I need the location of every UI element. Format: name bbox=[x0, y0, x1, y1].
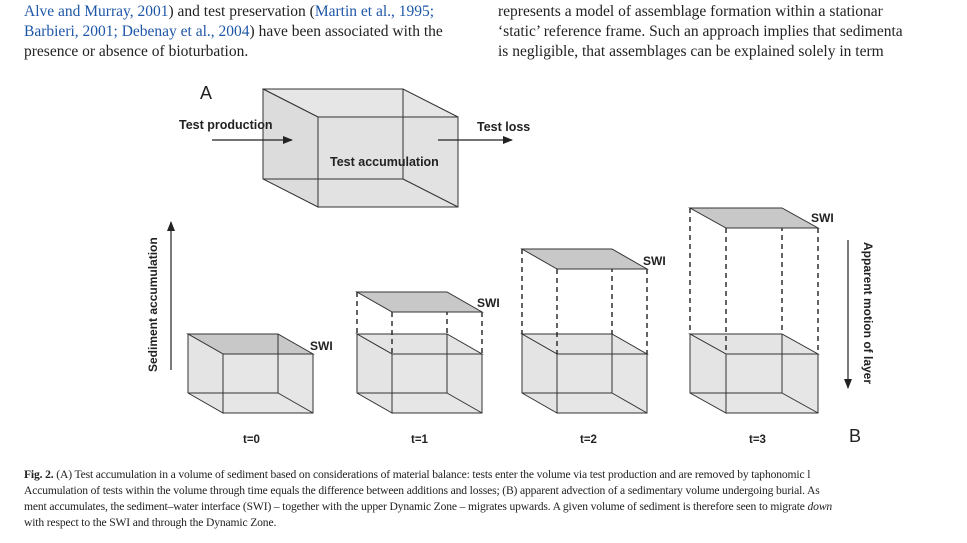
citation-link-alve-murray[interactable]: Alve and Murray, 2001 bbox=[24, 3, 169, 20]
panel-b-label: B bbox=[849, 426, 861, 446]
figure-2: A Test production Test accumulation Test… bbox=[146, 83, 875, 446]
caption-line-3-text: ment accumulates, the sediment–water int… bbox=[24, 500, 808, 513]
caption-line-3: ment accumulates, the sediment–water int… bbox=[24, 499, 832, 515]
time-label-t0: t=0 bbox=[243, 434, 260, 446]
left-col-line-1-mid: ) and test preservation ( bbox=[168, 3, 315, 20]
panel-a-label: A bbox=[200, 83, 212, 103]
citation-link-martin[interactable]: Martin et al., 1995; bbox=[314, 3, 435, 20]
citation-link-barbieri-debenay[interactable]: Barbieri, 2001; Debenay et al., 2004 bbox=[24, 23, 250, 40]
caption-line-3-emphasis: down bbox=[807, 500, 833, 513]
caption-fig-label: Fig. 2. bbox=[24, 468, 54, 481]
box-t0 bbox=[186, 333, 315, 414]
left-col-line-2: Barbieri, 2001; Debenay et al., 2004) ha… bbox=[24, 22, 443, 42]
right-col-line-2: ‘static’ reference frame. Such an approa… bbox=[498, 23, 903, 40]
right-col-line-3: is negligible, that assemblages can be e… bbox=[498, 43, 884, 60]
left-col-line-1: Alve and Murray, 2001) and test preserva… bbox=[24, 2, 434, 22]
time-label-t2: t=2 bbox=[580, 434, 597, 446]
left-col-line-2-post: ) have been associated with the bbox=[249, 23, 443, 40]
test-accumulation-label: Test accumulation bbox=[330, 155, 439, 169]
box-t3 bbox=[688, 207, 820, 414]
swi-label-t3: SWI bbox=[811, 211, 834, 225]
panel-a-box bbox=[262, 88, 459, 208]
apparent-motion-label: Apparent motion of layer bbox=[861, 242, 875, 384]
test-production-label: Test production bbox=[179, 118, 273, 132]
swi-label-t1: SWI bbox=[477, 296, 500, 310]
box-t1 bbox=[355, 291, 484, 414]
swi-label-t0: SWI bbox=[310, 339, 333, 353]
sediment-accumulation-label: Sediment accumulation bbox=[146, 237, 160, 372]
caption-line-1-text: (A) Test accumulation in a volume of sed… bbox=[53, 468, 811, 481]
right-col-line-1: represents a model of assemblage formati… bbox=[498, 3, 883, 20]
swi-label-t2: SWI bbox=[643, 254, 666, 268]
left-col-line-3: presence or absence of bioturbation. bbox=[24, 43, 249, 60]
caption-line-1: Fig. 2. (A) Test accumulation in a volum… bbox=[24, 467, 810, 483]
time-label-t3: t=3 bbox=[749, 434, 766, 446]
caption-line-2: Accumulation of tests within the volume … bbox=[24, 484, 820, 497]
test-loss-label: Test loss bbox=[477, 120, 530, 134]
box-t2 bbox=[520, 248, 649, 414]
time-label-t1: t=1 bbox=[411, 434, 429, 446]
caption-line-4: with respect to the SWI and through the … bbox=[24, 516, 277, 529]
